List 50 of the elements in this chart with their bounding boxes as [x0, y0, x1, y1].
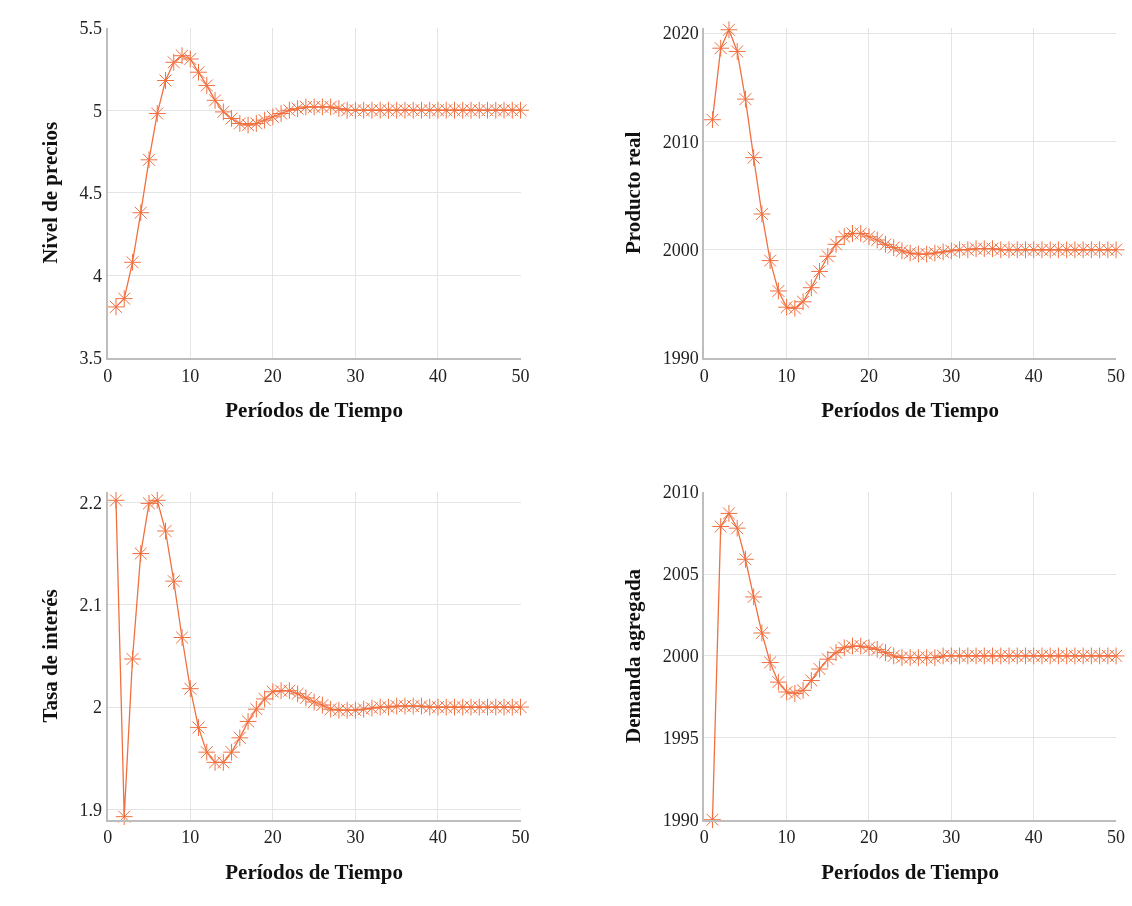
y-tick-label: 1990 [662, 810, 699, 831]
x-tick-label: 0 [103, 827, 113, 848]
x-tick-label: 40 [1024, 365, 1043, 386]
x-tick-label: 50 [511, 827, 530, 848]
y-tick-label: 4.5 [79, 183, 103, 204]
y-tick-label: 5 [93, 100, 103, 121]
x-tick-label: 20 [859, 365, 878, 386]
y-tick-label: 2005 [662, 564, 699, 585]
y-tick-label: 5.5 [79, 17, 103, 38]
x-tick-label: 30 [942, 365, 961, 386]
x-tick-label: 40 [1024, 827, 1043, 848]
y-tick-label: 2010 [662, 131, 699, 152]
x-tick-label: 30 [346, 365, 365, 386]
x-tick-label: 0 [699, 827, 709, 848]
y-tick-label: 3.5 [79, 348, 103, 369]
x-tick-label: 40 [428, 365, 447, 386]
y-tick-label: 2.2 [79, 492, 103, 513]
x-tick-label: 20 [263, 365, 282, 386]
x-tick-label: 40 [428, 827, 447, 848]
x-axis-title: Períodos de Tiempo [225, 398, 403, 423]
y-tick-label: 1.9 [79, 799, 103, 820]
x-tick-label: 30 [942, 827, 961, 848]
x-tick-label: 10 [181, 827, 200, 848]
x-tick-label: 10 [777, 827, 796, 848]
y-axis-title: Producto real [621, 131, 646, 255]
x-axis-title: Períodos de Tiempo [821, 860, 1000, 885]
x-axis-title: Períodos de Tiempo [821, 398, 1000, 423]
x-tick-label: 10 [181, 365, 200, 386]
y-tick-label: 2.1 [79, 595, 103, 616]
x-tick-label: 30 [346, 827, 365, 848]
y-tick-label: 2000 [662, 240, 699, 261]
y-tick-label: 2000 [662, 646, 699, 667]
x-axis-title: Períodos de Tiempo [225, 860, 403, 885]
x-tick-label: 10 [777, 365, 796, 386]
x-tick-label: 20 [859, 827, 878, 848]
x-tick-label: 50 [1107, 365, 1126, 386]
y-tick-label: 2 [93, 697, 103, 718]
y-axis-title: Nivel de precios [38, 121, 63, 264]
x-tick-label: 0 [699, 365, 709, 386]
x-tick-label: 50 [1107, 827, 1126, 848]
y-tick-label: 4 [93, 265, 103, 286]
x-tick-label: 50 [511, 365, 530, 386]
y-tick-label: 1995 [662, 728, 699, 749]
y-axis-title: Demanda agregada [621, 568, 646, 743]
y-tick-label: 1990 [662, 348, 699, 369]
y-tick-label: 2020 [662, 23, 699, 44]
x-tick-label: 20 [263, 827, 282, 848]
x-tick-label: 0 [103, 365, 113, 386]
y-tick-label: 2010 [662, 482, 699, 503]
y-axis-title: Tasa de interés [38, 589, 63, 723]
